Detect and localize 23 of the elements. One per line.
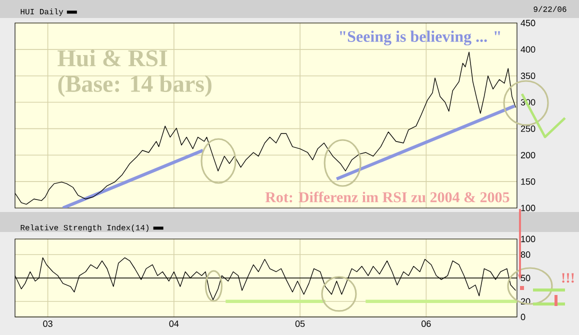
y-tick-label: 400: [520, 46, 536, 53]
text: !!!: [562, 273, 574, 283]
y-tick-label: 200: [520, 152, 536, 158]
y-tick-label: 80: [520, 251, 530, 258]
y-tick-label: 100: [521, 236, 536, 242]
x-tick-label: 04: [169, 320, 179, 327]
x-tick-label: 03: [43, 320, 52, 327]
text: 9/22/06: [534, 6, 566, 12]
y-tick-label: 350: [520, 72, 536, 80]
y-tick-label: 100: [521, 204, 536, 212]
annotation: (Base: 14 bars): [58, 75, 212, 97]
legend-label: HUI Daily: [20, 8, 64, 16]
y-tick-label: 150: [521, 178, 536, 185]
annotation: Rot: Differenz im RSI zu 2004 & 2005: [265, 192, 510, 202]
y-tick-label: 450: [520, 20, 536, 26]
y-tick-label: 50: [520, 274, 530, 282]
y-tick-label: 250: [520, 126, 536, 132]
y-tick-label: 0: [520, 314, 526, 320]
annotation: Hui & RSI: [58, 50, 168, 66]
x-tick-label: 05: [295, 320, 305, 327]
annotation: "Seeing is believing ... ": [340, 30, 500, 46]
x-tick-label: 06: [422, 320, 431, 327]
legend-label: Relative Strength Index(14): [20, 224, 148, 232]
